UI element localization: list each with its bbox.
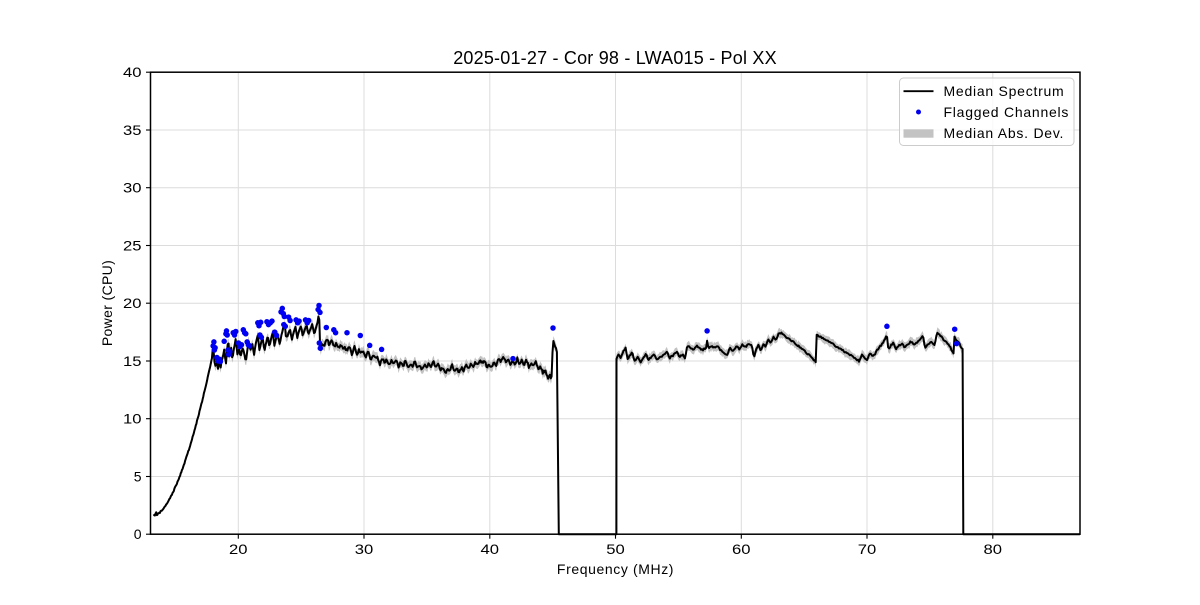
svg-text:35: 35 bbox=[123, 122, 142, 138]
svg-text:0: 0 bbox=[134, 526, 142, 542]
svg-text:20: 20 bbox=[229, 541, 248, 557]
svg-text:50: 50 bbox=[606, 541, 625, 557]
svg-text:30: 30 bbox=[355, 541, 374, 557]
svg-text:Frequency (MHz): Frequency (MHz) bbox=[557, 561, 674, 577]
svg-text:70: 70 bbox=[858, 541, 877, 557]
svg-text:Median Abs. Dev.: Median Abs. Dev. bbox=[944, 125, 1065, 141]
svg-text:25: 25 bbox=[123, 238, 142, 254]
svg-text:Median Spectrum: Median Spectrum bbox=[944, 83, 1065, 99]
svg-text:20: 20 bbox=[123, 295, 142, 311]
svg-text:40: 40 bbox=[123, 64, 142, 80]
svg-text:80: 80 bbox=[984, 541, 1003, 557]
svg-text:40: 40 bbox=[481, 541, 500, 557]
svg-text:15: 15 bbox=[123, 353, 142, 369]
svg-text:60: 60 bbox=[732, 541, 751, 557]
svg-text:2025-01-27 - Cor 98 - LWA015 -: 2025-01-27 - Cor 98 - LWA015 - Pol XX bbox=[453, 48, 777, 68]
svg-text:Flagged Channels: Flagged Channels bbox=[944, 104, 1070, 120]
svg-text:5: 5 bbox=[134, 469, 142, 485]
svg-text:30: 30 bbox=[123, 180, 142, 196]
svg-text:Power (CPU): Power (CPU) bbox=[99, 260, 115, 346]
svg-text:10: 10 bbox=[123, 411, 142, 427]
